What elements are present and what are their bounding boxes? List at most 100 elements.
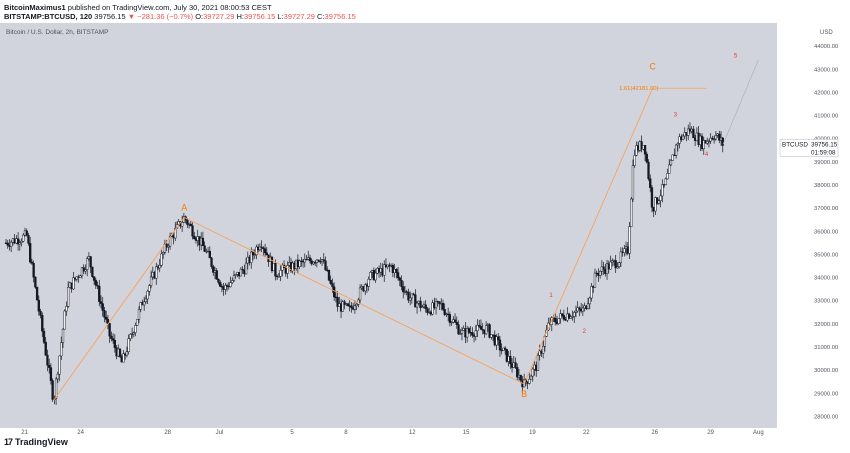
candle-body (149, 276, 153, 286)
candle-body (448, 314, 452, 323)
time-tick-label: 28 (164, 430, 171, 436)
fib-level-label: 1.61(42181.00) (619, 86, 658, 92)
candle-body (559, 313, 562, 319)
candle-body (490, 334, 493, 338)
candle-body (409, 297, 412, 301)
candle-body (20, 240, 23, 243)
publisher-name[interactable]: BitcoinMaximus1 (4, 3, 66, 12)
candle-body (229, 282, 232, 288)
candle-body (664, 178, 667, 185)
candle-body (590, 286, 593, 299)
candle-body (402, 286, 405, 293)
candle-body (18, 242, 21, 245)
candle-body (333, 286, 336, 298)
candle-body (479, 326, 483, 330)
candle-body (412, 293, 415, 295)
candle-body (628, 226, 631, 254)
wave-line (184, 216, 525, 385)
time-tick-label: 19 (529, 430, 536, 436)
candle-body (661, 184, 664, 197)
candle-body (203, 245, 206, 252)
time-tick-label: 22 (583, 430, 590, 436)
candle-body (343, 301, 346, 305)
published-text: published on TradingView.com, July 30, 2… (67, 3, 272, 12)
candle-body (459, 333, 462, 335)
candle-body (571, 316, 574, 318)
candle-body (308, 257, 312, 262)
candle-body (303, 259, 306, 263)
last-price-tag: BTCUSD 39756.15 01:59:08 (779, 139, 839, 157)
candle-body (98, 285, 101, 302)
candle-body (465, 328, 469, 338)
candle-body (148, 285, 151, 292)
candle-body (350, 305, 353, 309)
candle-body (331, 283, 334, 288)
candle-body (681, 135, 685, 140)
candle-body (497, 336, 500, 341)
candle-body (645, 153, 648, 163)
candle-body (341, 301, 344, 312)
candle-body (56, 373, 59, 380)
chart-title: Bitcoin / U.S. Dollar, 2h, BITSTAMP (6, 29, 108, 36)
candle-body (127, 338, 130, 352)
price-tick-label: 37000.00 (814, 206, 838, 212)
brand-name: TradingView (15, 437, 68, 447)
candle-body (165, 243, 168, 248)
candle-body (139, 302, 142, 310)
candle-body (358, 287, 362, 301)
candle-body (721, 137, 724, 146)
low-label: L: (277, 12, 284, 21)
candle-body (277, 276, 281, 278)
price-tick-label: 42000.00 (814, 90, 838, 96)
candle-body (616, 266, 619, 269)
candle-body (134, 325, 137, 333)
price-tick-label: 39000.00 (814, 160, 838, 166)
candle-body (193, 235, 196, 240)
candle-body (91, 266, 94, 277)
candle-body (346, 303, 350, 306)
candle-body (541, 346, 545, 354)
candle-body (505, 349, 509, 362)
candle-body (441, 303, 445, 310)
candle-body (49, 367, 53, 381)
candle-body (122, 353, 125, 363)
time-tick-label: 8 (344, 430, 348, 436)
candle-body (143, 301, 146, 306)
candle-body (455, 321, 458, 325)
price-axis[interactable] (777, 23, 850, 428)
price-tick-label: 32000.00 (814, 322, 838, 328)
candle-body (516, 367, 519, 378)
candle-body (588, 297, 591, 305)
candle-body (191, 225, 194, 237)
candle-body (536, 355, 540, 371)
candle-body (467, 328, 471, 333)
candle-body (118, 348, 122, 357)
tradingview-brand[interactable]: 17 TradingView (4, 437, 68, 447)
candle-body (258, 246, 262, 251)
candle-body (457, 324, 460, 335)
price-tick-label: 31000.00 (814, 345, 838, 351)
candle-body (400, 280, 403, 287)
candle-body (460, 330, 464, 334)
candle-body (383, 264, 386, 276)
candle-body (160, 253, 163, 266)
plot-area[interactable] (0, 23, 777, 428)
candle-body (58, 355, 61, 375)
candle-body (239, 268, 243, 277)
candle-body (106, 319, 110, 324)
candle-body (44, 341, 47, 356)
price-tick-label: 43000.00 (814, 67, 838, 73)
time-axis[interactable] (0, 428, 850, 435)
candle-body (10, 241, 13, 247)
candle-body (643, 145, 647, 155)
candle-body (567, 313, 571, 319)
candle-body (137, 309, 141, 320)
candle-body (125, 351, 129, 356)
candle-body (443, 309, 446, 315)
candle-body (702, 140, 705, 149)
candle-body (167, 245, 170, 248)
candle-body (614, 260, 617, 269)
candle-body (623, 248, 626, 253)
candle-body (132, 332, 135, 335)
